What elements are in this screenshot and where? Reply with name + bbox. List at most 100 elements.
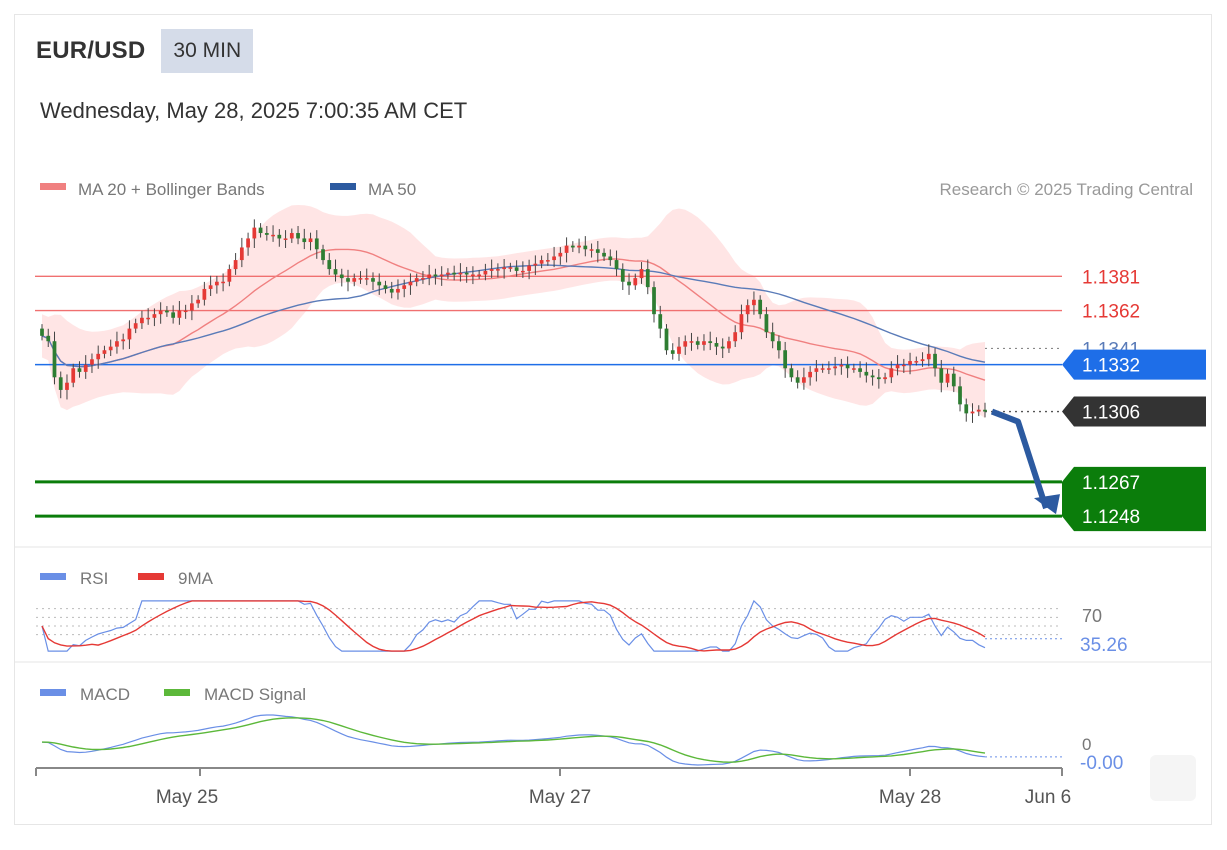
candle: [914, 356, 919, 366]
candle-body: [577, 245, 581, 248]
rsi-line: [41, 599, 986, 652]
candle: [364, 268, 369, 286]
candle-body: [926, 353, 931, 360]
macd-last-label: -0.00: [1080, 753, 1123, 774]
candle-body: [414, 278, 419, 282]
candle: [608, 249, 613, 266]
candle-body: [171, 312, 176, 318]
candle: [845, 356, 850, 378]
candle: [58, 371, 63, 399]
x-tick-label: May 28: [879, 787, 941, 808]
candle: [233, 253, 238, 275]
candle: [939, 359, 944, 393]
support-label-2: 1.1248: [1082, 507, 1140, 528]
candle-body: [745, 305, 750, 315]
expand-button[interactable]: [1150, 755, 1196, 801]
candle-body: [208, 285, 213, 289]
candle-body: [402, 285, 407, 289]
candle-body: [702, 341, 706, 345]
candle-body: [496, 269, 500, 271]
candle: [133, 318, 138, 334]
candle: [165, 306, 169, 317]
candle: [970, 403, 975, 423]
candle-body: [183, 310, 188, 313]
candle-body: [764, 314, 769, 333]
macd-line: [41, 714, 986, 766]
pivot-tag: 1.1332: [1062, 349, 1206, 380]
candle-body: [314, 238, 319, 250]
candle: [833, 356, 837, 376]
candle: [820, 363, 825, 373]
candle: [808, 366, 813, 386]
candle: [545, 253, 550, 266]
candle-body: [983, 409, 987, 412]
candle-body: [483, 270, 488, 275]
candle-body: [827, 368, 831, 370]
candle-body: [783, 350, 788, 369]
candle: [402, 279, 407, 298]
candle: [496, 263, 500, 278]
candle-body: [77, 368, 82, 372]
candle: [695, 336, 700, 350]
candle-body: [845, 364, 850, 369]
candle-body: [976, 409, 981, 412]
macd-signal-legend-swatch: [164, 689, 190, 696]
candle-body: [876, 377, 881, 380]
x-tick-label: Jun 6: [1025, 787, 1071, 808]
x-tick-label: May 25: [156, 787, 218, 808]
candle: [901, 358, 906, 373]
candle-body: [83, 364, 88, 372]
candle: [252, 219, 257, 248]
candle-body: [221, 281, 225, 284]
candle-body: [364, 278, 369, 280]
forecast-arrow-line: [990, 408, 1049, 510]
candle: [951, 366, 956, 393]
rsi-last-label: 35.26: [1080, 635, 1128, 656]
timeframe-badge[interactable]: 30 MIN: [161, 29, 254, 73]
candle-body: [152, 314, 157, 318]
candle: [102, 345, 107, 359]
candle: [489, 259, 494, 278]
candle: [40, 324, 44, 341]
candle-body: [520, 270, 525, 273]
candle: [90, 353, 94, 373]
candle-body: [421, 278, 425, 280]
candle-body: [396, 288, 400, 293]
candle-body: [271, 234, 275, 237]
chart-datetime: Wednesday, May 28, 2025 7:00:35 AM CET: [40, 98, 468, 123]
current-price-tag-text: 1.1306: [1082, 403, 1140, 424]
candle-body: [127, 328, 132, 340]
candle-body: [489, 269, 494, 271]
candle-body: [308, 238, 313, 243]
candle-body: [564, 245, 569, 253]
candle: [433, 268, 438, 285]
candle-body: [471, 274, 475, 277]
candle-body: [377, 281, 382, 286]
moving-averages: [41, 248, 986, 381]
candle: [620, 263, 625, 291]
candle-body: [795, 377, 800, 383]
candle-body: [539, 260, 544, 264]
candle-body: [633, 278, 638, 286]
candle-body: [90, 359, 94, 365]
candle-body: [277, 234, 282, 239]
candle-body: [602, 252, 606, 257]
candle: [71, 363, 76, 388]
candle-body: [689, 341, 694, 343]
macd-signal-line: [41, 717, 986, 763]
candle: [664, 324, 669, 355]
candle: [533, 255, 538, 276]
chart-header: EUR/USD 30 MIN: [36, 28, 254, 74]
candle-body: [645, 269, 650, 288]
candle: [539, 255, 544, 269]
candle-body: [820, 368, 825, 370]
candle: [121, 333, 126, 350]
candle-body: [177, 310, 182, 318]
macd-legend-label: MACD: [80, 685, 130, 704]
candle-body: [165, 310, 169, 313]
candle-body: [464, 272, 469, 275]
candle: [870, 369, 875, 386]
candle-body: [939, 368, 944, 383]
current-price-tag: 1.1306: [1062, 396, 1206, 427]
